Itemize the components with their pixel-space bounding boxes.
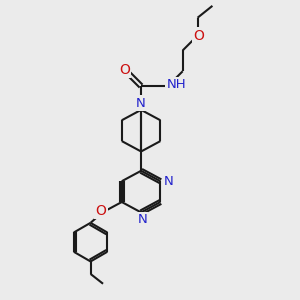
Text: O: O bbox=[95, 204, 106, 218]
Text: NH: NH bbox=[166, 78, 186, 91]
Text: N: N bbox=[164, 175, 174, 188]
Text: N: N bbox=[138, 213, 147, 226]
Text: O: O bbox=[194, 28, 205, 43]
Text: O: O bbox=[119, 63, 130, 77]
Text: N: N bbox=[136, 97, 146, 110]
